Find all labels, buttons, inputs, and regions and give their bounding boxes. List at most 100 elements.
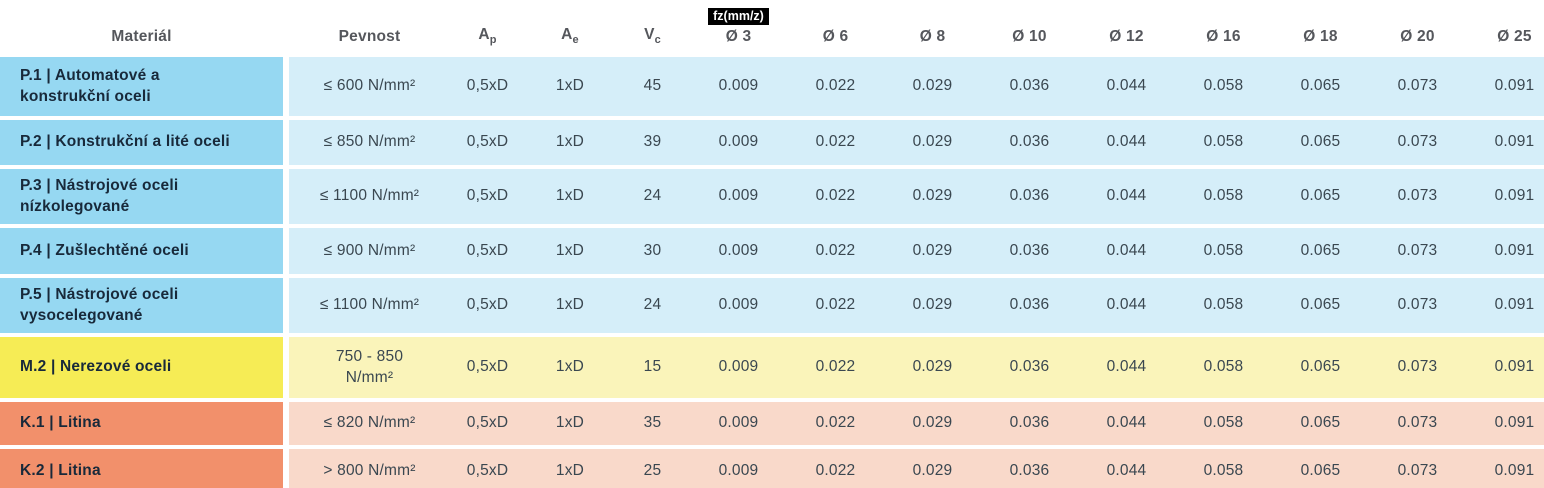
fz-cell: 0.022 bbox=[787, 337, 884, 398]
fz-cell: 0.044 bbox=[1078, 278, 1175, 333]
vc-cell: 45 bbox=[615, 57, 690, 116]
fz-cell: 0.036 bbox=[981, 228, 1078, 274]
ae-cell: 1xD bbox=[525, 402, 615, 445]
material-cell: K.1 | Litina bbox=[0, 402, 283, 445]
vc-cell: 30 bbox=[615, 228, 690, 274]
col-header-d3: fz(mm/z) Ø 3 bbox=[690, 0, 787, 57]
vc-cell: 39 bbox=[615, 120, 690, 165]
col-header-ap-label: Ap bbox=[478, 25, 497, 46]
ap-cell: 0,5xD bbox=[450, 57, 525, 116]
fz-cell: 0.029 bbox=[884, 57, 981, 116]
pevnost-cell: ≤ 1100 N/mm² bbox=[289, 278, 450, 333]
fz-cell: 0.009 bbox=[690, 169, 787, 224]
fz-cell: 0.058 bbox=[1175, 449, 1272, 488]
table-body: P.1 | Automatové a konstrukční oceli ≤ 6… bbox=[0, 57, 1544, 488]
fz-cell: 0.073 bbox=[1369, 169, 1466, 224]
fz-cell: 0.065 bbox=[1272, 337, 1369, 398]
col-header-vc-label: Vc bbox=[644, 25, 661, 46]
fz-cell: 0.073 bbox=[1369, 57, 1466, 116]
fz-cell: 0.058 bbox=[1175, 57, 1272, 116]
fz-cell: 0.044 bbox=[1078, 402, 1175, 445]
fz-cell: 0.065 bbox=[1272, 449, 1369, 488]
material-cell: P.3 | Nástrojové oceli nízkolegované bbox=[0, 169, 283, 224]
fz-cell: 0.022 bbox=[787, 449, 884, 488]
fz-cell: 0.058 bbox=[1175, 120, 1272, 165]
fz-cell: 0.044 bbox=[1078, 337, 1175, 398]
fz-cell: 0.065 bbox=[1272, 278, 1369, 333]
pevnost-cell: ≤ 820 N/mm² bbox=[289, 402, 450, 445]
col-header-d18: Ø 18 bbox=[1303, 28, 1338, 45]
fz-cell: 0.009 bbox=[690, 57, 787, 116]
ae-cell: 1xD bbox=[525, 169, 615, 224]
fz-cell: 0.058 bbox=[1175, 228, 1272, 274]
ae-cell: 1xD bbox=[525, 337, 615, 398]
col-header-d20: Ø 20 bbox=[1400, 28, 1435, 45]
pevnost-cell: ≤ 1100 N/mm² bbox=[289, 169, 450, 224]
fz-cell: 0.036 bbox=[981, 278, 1078, 333]
fz-cell: 0.029 bbox=[884, 337, 981, 398]
fz-cell: 0.065 bbox=[1272, 402, 1369, 445]
table-row: P.5 | Nástrojové oceli vysocelegované ≤ … bbox=[0, 278, 1544, 333]
col-header-vc: Vc bbox=[615, 0, 690, 57]
col-header-ap: Ap bbox=[450, 0, 525, 57]
ae-cell: 1xD bbox=[525, 228, 615, 274]
fz-cell: 0.073 bbox=[1369, 337, 1466, 398]
col-header-material-label: Materiál bbox=[111, 28, 172, 45]
table-row: P.2 | Konstrukční a lité oceli ≤ 850 N/m… bbox=[0, 120, 1544, 165]
vc-cell: 15 bbox=[615, 337, 690, 398]
fz-cell: 0.073 bbox=[1369, 120, 1466, 165]
material-cell: P.2 | Konstrukční a lité oceli bbox=[0, 120, 283, 165]
fz-cell: 0.091 bbox=[1466, 57, 1544, 116]
fz-cell: 0.073 bbox=[1369, 278, 1466, 333]
fz-cell: 0.022 bbox=[787, 120, 884, 165]
fz-cell: 0.044 bbox=[1078, 169, 1175, 224]
fz-cell: 0.036 bbox=[981, 449, 1078, 488]
fz-cell: 0.091 bbox=[1466, 120, 1544, 165]
col-header-d3-label: Ø 3 bbox=[725, 28, 752, 45]
material-cell: P.4 | Zušlechtěné oceli bbox=[0, 228, 283, 274]
ae-cell: 1xD bbox=[525, 449, 615, 488]
fz-cell: 0.058 bbox=[1175, 278, 1272, 333]
fz-cell: 0.022 bbox=[787, 228, 884, 274]
vc-cell: 24 bbox=[615, 169, 690, 224]
fz-cell: 0.009 bbox=[690, 337, 787, 398]
fz-cell: 0.044 bbox=[1078, 120, 1175, 165]
material-cell: P.1 | Automatové a konstrukční oceli bbox=[0, 57, 283, 116]
col-header-d8: Ø 8 bbox=[919, 28, 946, 45]
fz-cell: 0.044 bbox=[1078, 449, 1175, 488]
fz-cell: 0.029 bbox=[884, 169, 981, 224]
fz-cell: 0.065 bbox=[1272, 120, 1369, 165]
col-header-d6: Ø 6 bbox=[822, 28, 849, 45]
ae-cell: 1xD bbox=[525, 278, 615, 333]
table-header-row: Materiál Pevnost Ap Ae Vc fz(mm/z) Ø 3 Ø… bbox=[0, 0, 1544, 57]
fz-cell: 0.029 bbox=[884, 449, 981, 488]
fz-cell: 0.058 bbox=[1175, 169, 1272, 224]
material-cell: P.5 | Nástrojové oceli vysocelegované bbox=[0, 278, 283, 333]
fz-cell: 0.009 bbox=[690, 402, 787, 445]
pevnost-cell: 750 - 850 N/mm² bbox=[289, 337, 450, 398]
ap-cell: 0,5xD bbox=[450, 169, 525, 224]
col-header-d10: Ø 10 bbox=[1012, 28, 1047, 45]
col-header-ae-label: Ae bbox=[561, 25, 579, 46]
vc-cell: 25 bbox=[615, 449, 690, 488]
fz-cell: 0.009 bbox=[690, 278, 787, 333]
fz-cell: 0.091 bbox=[1466, 449, 1544, 488]
ap-cell: 0,5xD bbox=[450, 337, 525, 398]
table-row: K.1 | Litina ≤ 820 N/mm² 0,5xD 1xD 35 0.… bbox=[0, 402, 1544, 445]
fz-cell: 0.091 bbox=[1466, 402, 1544, 445]
fz-cell: 0.091 bbox=[1466, 337, 1544, 398]
fz-cell: 0.009 bbox=[690, 120, 787, 165]
col-header-d12: Ø 12 bbox=[1109, 28, 1144, 45]
fz-cell: 0.029 bbox=[884, 278, 981, 333]
fz-cell: 0.073 bbox=[1369, 228, 1466, 274]
vc-cell: 24 bbox=[615, 278, 690, 333]
fz-cell: 0.022 bbox=[787, 402, 884, 445]
fz-cell: 0.044 bbox=[1078, 57, 1175, 116]
ae-cell: 1xD bbox=[525, 57, 615, 116]
table-row: P.3 | Nástrojové oceli nízkolegované ≤ 1… bbox=[0, 169, 1544, 224]
table-row: P.4 | Zušlechtěné oceli ≤ 900 N/mm² 0,5x… bbox=[0, 228, 1544, 274]
col-header-material: Materiál bbox=[0, 0, 283, 57]
material-cell: M.2 | Nerezové oceli bbox=[0, 337, 283, 398]
fz-cell: 0.058 bbox=[1175, 402, 1272, 445]
fz-cell: 0.073 bbox=[1369, 449, 1466, 488]
